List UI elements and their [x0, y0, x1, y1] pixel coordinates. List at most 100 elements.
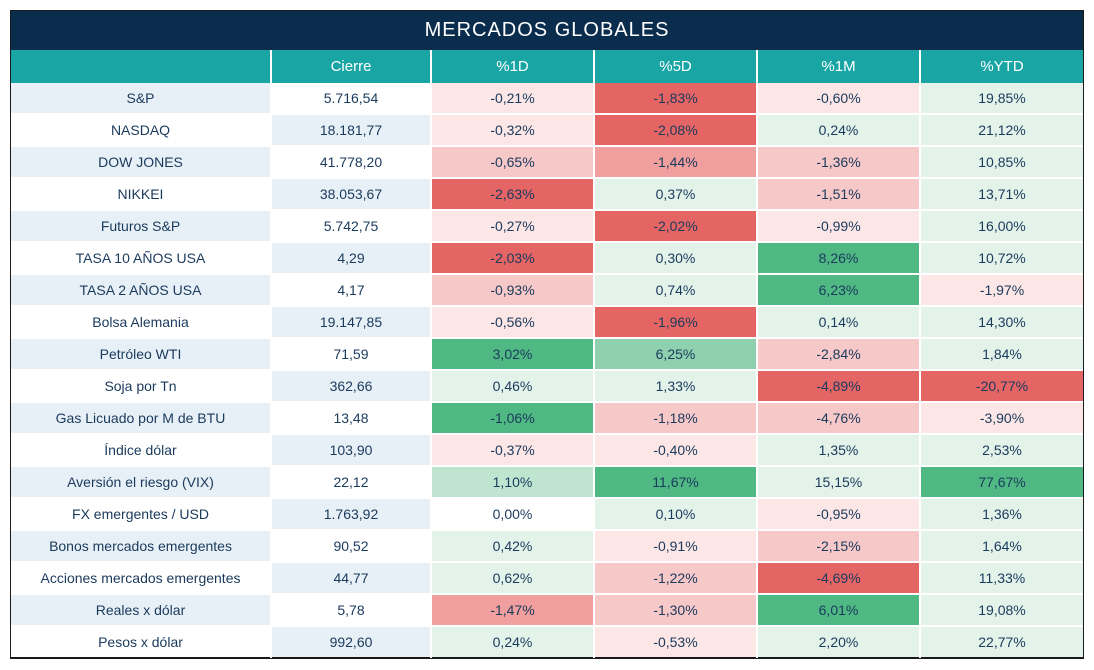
pct-cell: -4,69%: [757, 562, 920, 594]
pct-cell: 15,15%: [757, 466, 920, 498]
pct-cell: -2,63%: [431, 178, 594, 210]
pct-cell: -2,02%: [594, 210, 757, 242]
global-markets-table: MERCADOS GLOBALES Cierre %1D %5D %1M %YT…: [10, 10, 1084, 659]
table-row: Acciones mercados emergentes44,770,62%-1…: [11, 562, 1083, 594]
col-name: [11, 50, 271, 83]
col-ytd: %YTD: [920, 50, 1083, 83]
pct-cell: -1,97%: [920, 274, 1083, 306]
header-row: Cierre %1D %5D %1M %YTD: [11, 50, 1083, 83]
pct-cell: -1,30%: [594, 594, 757, 626]
pct-cell: -1,96%: [594, 306, 757, 338]
pct-cell: 0,24%: [757, 114, 920, 146]
pct-cell: 1,64%: [920, 530, 1083, 562]
close-value: 22,12: [271, 466, 431, 498]
table-row: TASA 2 AÑOS USA4,17-0,93%0,74%6,23%-1,97…: [11, 274, 1083, 306]
pct-cell: 11,67%: [594, 466, 757, 498]
pct-cell: -4,89%: [757, 370, 920, 402]
pct-cell: -0,27%: [431, 210, 594, 242]
close-value: 5.742,75: [271, 210, 431, 242]
close-value: 4,17: [271, 274, 431, 306]
pct-cell: -1,44%: [594, 146, 757, 178]
table-row: Bolsa Alemania19.147,85-0,56%-1,96%0,14%…: [11, 306, 1083, 338]
col-1m: %1M: [757, 50, 920, 83]
pct-cell: -0,56%: [431, 306, 594, 338]
pct-cell: -1,51%: [757, 178, 920, 210]
col-5d: %5D: [594, 50, 757, 83]
table-title: MERCADOS GLOBALES: [11, 11, 1083, 50]
pct-cell: -2,08%: [594, 114, 757, 146]
instrument-name: Gas Licuado por M de BTU: [11, 402, 271, 434]
pct-cell: 3,02%: [431, 338, 594, 370]
pct-cell: 0,00%: [431, 498, 594, 530]
pct-cell: 1,10%: [431, 466, 594, 498]
pct-cell: 19,85%: [920, 83, 1083, 114]
pct-cell: 0,30%: [594, 242, 757, 274]
close-value: 19.147,85: [271, 306, 431, 338]
pct-cell: -1,18%: [594, 402, 757, 434]
close-value: 5.716,54: [271, 83, 431, 114]
pct-cell: -0,95%: [757, 498, 920, 530]
instrument-name: NASDAQ: [11, 114, 271, 146]
table-row: Soja por Tn362,660,46%1,33%-4,89%-20,77%: [11, 370, 1083, 402]
pct-cell: 14,30%: [920, 306, 1083, 338]
pct-cell: 16,00%: [920, 210, 1083, 242]
pct-cell: 1,35%: [757, 434, 920, 466]
table-row: DOW JONES41.778,20-0,65%-1,44%-1,36%10,8…: [11, 146, 1083, 178]
close-value: 1.763,92: [271, 498, 431, 530]
pct-cell: -0,53%: [594, 626, 757, 658]
instrument-name: TASA 2 AÑOS USA: [11, 274, 271, 306]
pct-cell: -2,15%: [757, 530, 920, 562]
pct-cell: -2,84%: [757, 338, 920, 370]
instrument-name: Índice dólar: [11, 434, 271, 466]
pct-cell: 2,20%: [757, 626, 920, 658]
pct-cell: -0,40%: [594, 434, 757, 466]
close-value: 362,66: [271, 370, 431, 402]
pct-cell: 1,36%: [920, 498, 1083, 530]
pct-cell: 77,67%: [920, 466, 1083, 498]
close-value: 38.053,67: [271, 178, 431, 210]
pct-cell: -0,65%: [431, 146, 594, 178]
table-row: Reales x dólar5,78-1,47%-1,30%6,01%19,08…: [11, 594, 1083, 626]
table-row: Futuros S&P5.742,75-0,27%-2,02%-0,99%16,…: [11, 210, 1083, 242]
table-row: S&P5.716,54-0,21%-1,83%-0,60%19,85%: [11, 83, 1083, 114]
instrument-name: DOW JONES: [11, 146, 271, 178]
instrument-name: Petróleo WTI: [11, 338, 271, 370]
instrument-name: Bonos mercados emergentes: [11, 530, 271, 562]
table-row: Índice dólar103,90-0,37%-0,40%1,35%2,53%: [11, 434, 1083, 466]
instrument-name: Pesos x dólar: [11, 626, 271, 658]
col-close: Cierre: [271, 50, 431, 83]
pct-cell: 19,08%: [920, 594, 1083, 626]
table-row: NASDAQ18.181,77-0,32%-2,08%0,24%21,12%: [11, 114, 1083, 146]
close-value: 103,90: [271, 434, 431, 466]
instrument-name: Soja por Tn: [11, 370, 271, 402]
table-row: FX emergentes / USD1.763,920,00%0,10%-0,…: [11, 498, 1083, 530]
pct-cell: 0,46%: [431, 370, 594, 402]
pct-cell: -3,90%: [920, 402, 1083, 434]
pct-cell: 8,26%: [757, 242, 920, 274]
pct-cell: 0,74%: [594, 274, 757, 306]
table-row: Bonos mercados emergentes90,520,42%-0,91…: [11, 530, 1083, 562]
close-value: 5,78: [271, 594, 431, 626]
instrument-name: TASA 10 AÑOS USA: [11, 242, 271, 274]
instrument-name: S&P: [11, 83, 271, 114]
close-value: 18.181,77: [271, 114, 431, 146]
pct-cell: 11,33%: [920, 562, 1083, 594]
pct-cell: 6,23%: [757, 274, 920, 306]
pct-cell: -0,37%: [431, 434, 594, 466]
pct-cell: 1,33%: [594, 370, 757, 402]
instrument-name: Futuros S&P: [11, 210, 271, 242]
pct-cell: -1,22%: [594, 562, 757, 594]
instrument-name: Reales x dólar: [11, 594, 271, 626]
pct-cell: 10,72%: [920, 242, 1083, 274]
pct-cell: -0,32%: [431, 114, 594, 146]
pct-cell: 0,42%: [431, 530, 594, 562]
table-row: Petróleo WTI71,593,02%6,25%-2,84%1,84%: [11, 338, 1083, 370]
pct-cell: -2,03%: [431, 242, 594, 274]
pct-cell: -1,83%: [594, 83, 757, 114]
table-row: Gas Licuado por M de BTU13,48-1,06%-1,18…: [11, 402, 1083, 434]
col-1d: %1D: [431, 50, 594, 83]
close-value: 13,48: [271, 402, 431, 434]
instrument-name: FX emergentes / USD: [11, 498, 271, 530]
close-value: 44,77: [271, 562, 431, 594]
pct-cell: -0,60%: [757, 83, 920, 114]
